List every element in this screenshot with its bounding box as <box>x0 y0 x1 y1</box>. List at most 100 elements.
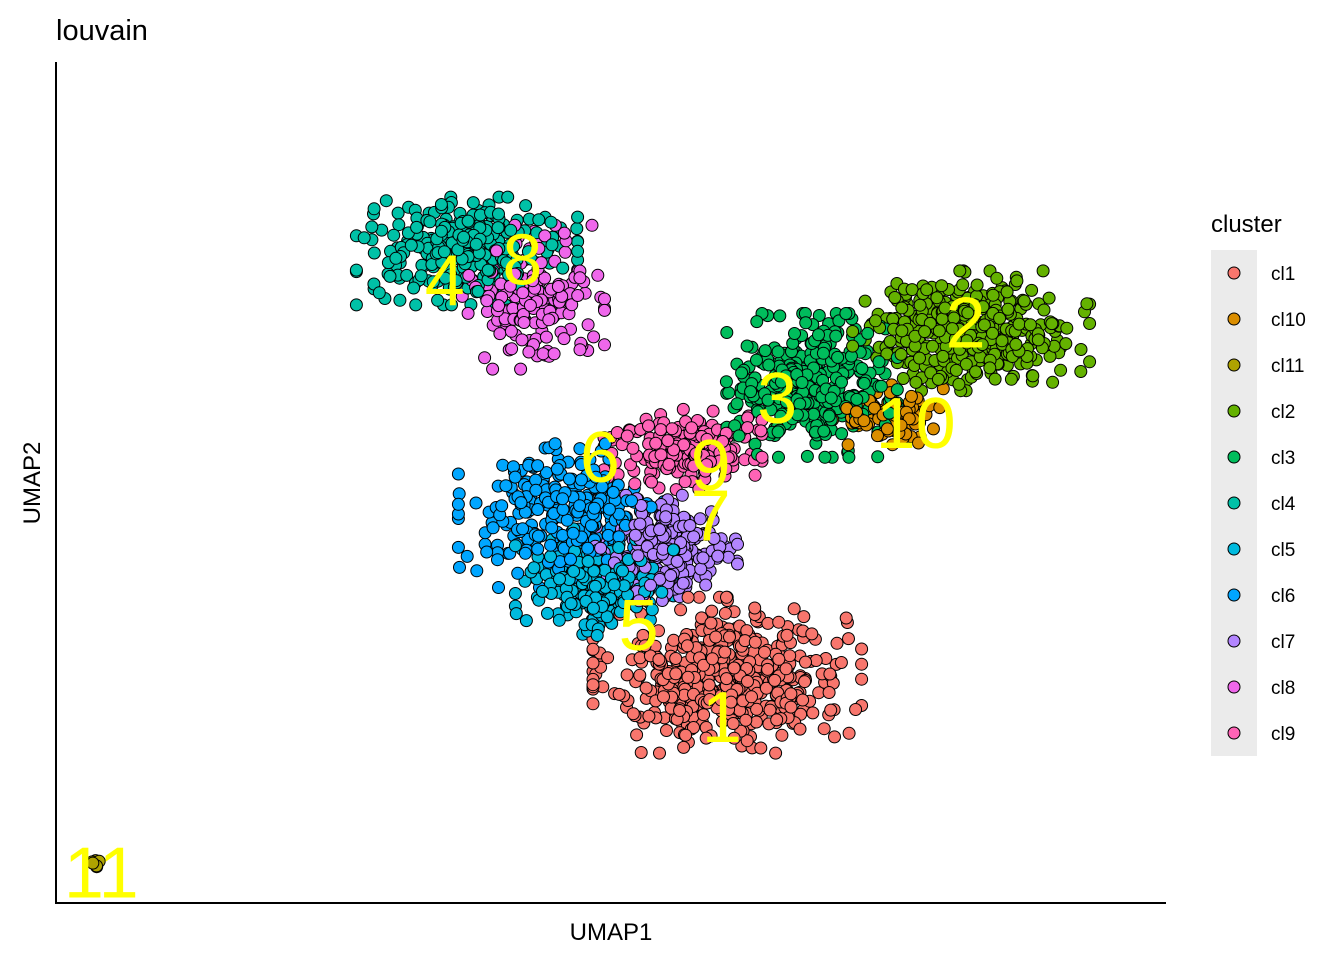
point-cl2 <box>936 349 950 363</box>
point-cl6 <box>585 519 598 533</box>
point-cl3 <box>772 450 785 464</box>
point-cl4 <box>410 220 424 234</box>
point-cl2 <box>913 298 927 312</box>
points-layer <box>85 190 1097 874</box>
point-cl8 <box>523 298 537 312</box>
point-cl4 <box>367 246 381 260</box>
legend-label-cl3: cl3 <box>1271 448 1295 469</box>
point-cl6 <box>574 458 588 471</box>
cluster-label-4: 4 <box>425 241 465 321</box>
point-cl1 <box>705 652 719 666</box>
legend-label-cl8: cl8 <box>1271 678 1295 699</box>
point-cl3 <box>750 353 763 367</box>
point-cl6 <box>595 480 609 494</box>
point-cl6 <box>470 564 484 578</box>
point-cl7 <box>694 562 708 576</box>
point-cl3 <box>861 326 875 340</box>
point-cl9 <box>741 421 754 435</box>
point-cl3 <box>839 307 853 320</box>
point-cl2 <box>953 264 967 278</box>
point-cl10 <box>857 414 871 428</box>
cluster-label-2: 2 <box>946 283 986 363</box>
point-cl1 <box>680 639 694 653</box>
point-cl4 <box>414 269 428 283</box>
point-cl4 <box>519 199 533 213</box>
point-cl1 <box>702 678 716 692</box>
point-cl9 <box>700 458 714 472</box>
point-cl4 <box>491 221 505 235</box>
point-cl1 <box>718 645 732 659</box>
point-cl1 <box>657 690 670 704</box>
point-cl1 <box>749 715 763 729</box>
point-cl6 <box>550 462 564 476</box>
point-cl2 <box>905 283 919 297</box>
point-cl1 <box>681 590 695 604</box>
point-cl4 <box>556 261 570 275</box>
point-cl7 <box>659 510 673 524</box>
point-cl4 <box>407 281 421 295</box>
point-cl5 <box>509 607 523 621</box>
point-cl6 <box>531 459 545 473</box>
point-cl3 <box>818 450 832 464</box>
point-cl2 <box>920 283 934 297</box>
point-cl2 <box>926 339 939 353</box>
point-cl1 <box>761 662 775 676</box>
point-cl1 <box>799 655 812 669</box>
point-cl2 <box>988 372 1002 386</box>
point-cl4 <box>457 230 471 244</box>
point-cl2 <box>959 357 973 371</box>
point-cl6 <box>581 541 595 555</box>
legend-label-cl2: cl2 <box>1271 402 1295 423</box>
point-cl6 <box>562 472 576 486</box>
point-cl1 <box>612 687 626 701</box>
point-cl1 <box>809 654 823 667</box>
point-cl4 <box>426 275 440 289</box>
point-cl4 <box>431 293 445 307</box>
point-cl4 <box>471 284 485 298</box>
cluster-label-10: 10 <box>876 384 956 464</box>
point-cl7 <box>731 557 744 571</box>
point-cl3 <box>871 450 885 464</box>
point-cl8 <box>598 292 611 306</box>
point-cl6 <box>486 521 500 535</box>
point-cl5 <box>544 550 557 563</box>
point-cl9 <box>755 450 769 464</box>
point-cl3 <box>744 385 758 399</box>
point-cl1 <box>817 722 831 736</box>
point-cl6 <box>499 479 513 493</box>
point-cl1 <box>718 606 732 620</box>
point-cl3 <box>842 450 856 464</box>
legend-label-cl11: cl11 <box>1271 356 1304 377</box>
point-cl1 <box>723 630 736 644</box>
point-cl4 <box>545 238 559 252</box>
point-cl9 <box>624 458 637 472</box>
point-cl1 <box>586 656 600 670</box>
point-cl9 <box>716 435 730 448</box>
point-cl3 <box>762 358 776 372</box>
point-cl1 <box>775 728 789 742</box>
point-cl4 <box>492 207 505 221</box>
point-cl3 <box>835 427 849 441</box>
point-cl1 <box>822 686 836 699</box>
point-cl2 <box>895 324 909 338</box>
point-cl6 <box>574 473 588 487</box>
legend-key-cl11 <box>1227 358 1241 372</box>
point-cl3 <box>719 375 733 389</box>
point-cl4 <box>393 293 407 307</box>
point-cl2 <box>995 334 1009 348</box>
point-cl8 <box>504 324 518 338</box>
point-cl4 <box>461 214 475 228</box>
point-cl1 <box>674 603 688 617</box>
point-cl10 <box>912 436 925 450</box>
point-cl5 <box>564 597 578 611</box>
point-cl8 <box>573 271 587 285</box>
point-cl6 <box>587 501 601 515</box>
point-cl4 <box>437 245 451 259</box>
point-cl6 <box>612 530 626 544</box>
point-cl2 <box>1031 333 1045 347</box>
point-cl2 <box>1054 363 1068 377</box>
point-cl5 <box>616 564 629 578</box>
point-cl4 <box>434 224 448 238</box>
point-cl10 <box>867 401 881 415</box>
point-cl1 <box>754 741 768 755</box>
